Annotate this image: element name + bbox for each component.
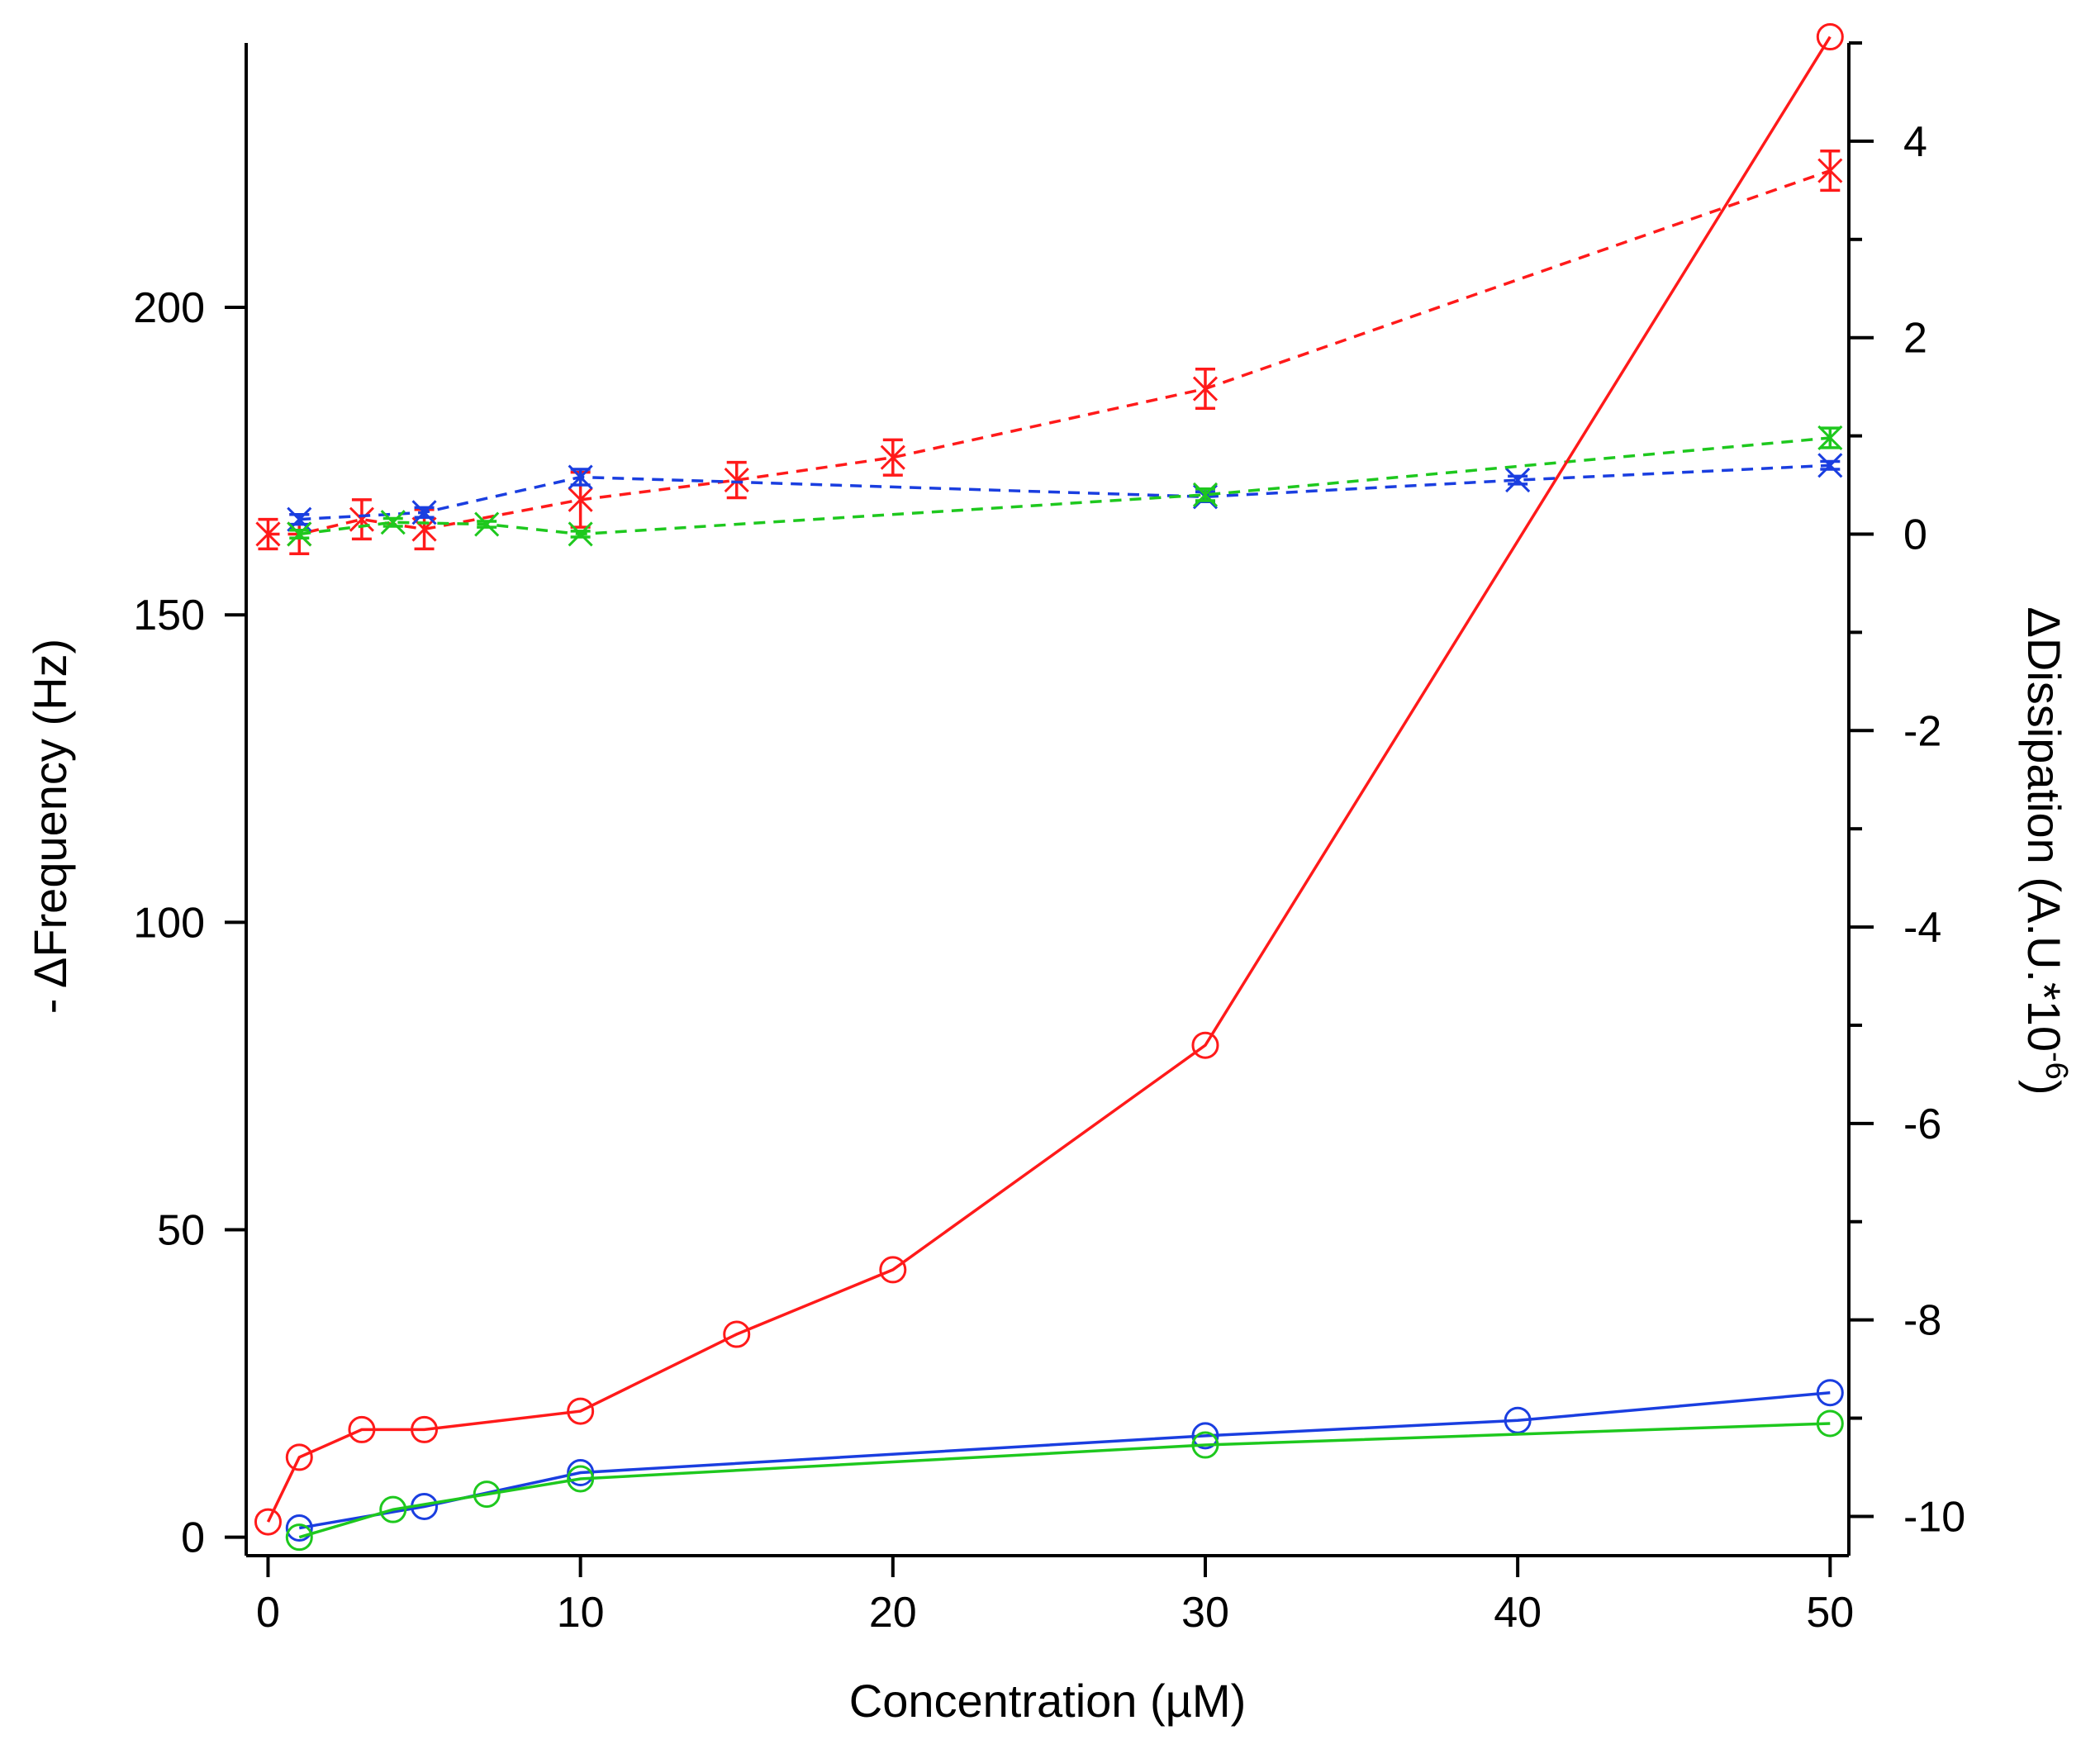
green-dissipation-error-bar [570, 530, 591, 539]
green-dissipation-error-bar [1195, 487, 1215, 502]
blue-dissipation-error-bar [570, 468, 591, 487]
red-frequency-point [285, 1443, 313, 1471]
y-right-axis-title: ΔDissipation (A.U.*10-6) [2018, 607, 2074, 1096]
red-dissipation-error-bar [1820, 150, 1841, 192]
x-tick-label: 50 [1806, 1589, 1854, 1637]
y-right-tick-label: -4 [1903, 904, 1941, 952]
x-axis-title: Concentration (µM) [849, 1675, 1246, 1727]
blue-frequency-point [1816, 1379, 1844, 1407]
red-dissipation-error-bar [882, 438, 903, 477]
blue-frequency-point [1191, 1422, 1219, 1450]
blue-frequency-line [299, 1391, 1831, 1530]
blue-dissipation-error-bar [1508, 474, 1528, 486]
green-frequency-point [567, 1465, 595, 1493]
y-right-tick-label: 2 [1903, 315, 1927, 363]
green-frequency-point [1816, 1409, 1844, 1438]
red-frequency-line [266, 36, 1832, 1523]
y-right-tick-label: -2 [1903, 707, 1941, 755]
y-right-axis-title-close: ) [2018, 1080, 2070, 1096]
x-tick-label: 0 [256, 1589, 280, 1637]
green-frequency-point [379, 1495, 407, 1523]
y-left-tick-label: 200 [133, 284, 205, 332]
x-tick-label: 30 [1181, 1589, 1229, 1637]
blue-dissipation-error-bar [289, 512, 310, 526]
red-dissipation-error-bar [258, 517, 278, 551]
blue-dissipation-error-bar [414, 506, 435, 520]
x-tick-label: 40 [1494, 1589, 1542, 1637]
green-dissipation-line [299, 436, 1831, 536]
y-right-tick-label: 4 [1903, 118, 1927, 166]
y-right-axis-title-main: ΔDissipation (A.U.*10 [2018, 607, 2070, 1053]
y-left-tick-label: 150 [133, 592, 205, 639]
red-frequency-point [254, 1508, 282, 1536]
green-dissipation-error-bar [382, 516, 403, 528]
green-dissipation-error-bar [289, 528, 310, 539]
x-tick-label: 20 [869, 1589, 917, 1637]
y-left-tick-label: 0 [181, 1514, 205, 1562]
y-right-tick-label: -6 [1903, 1100, 1941, 1148]
red-dissipation-line [268, 169, 1831, 536]
red-frequency-point [567, 1397, 595, 1425]
y-left-tick-label: 100 [133, 899, 205, 947]
dissipation-series-layer [255, 150, 1843, 556]
blue-dissipation-error-bar [1820, 459, 1841, 471]
green-frequency-point [285, 1523, 313, 1552]
red-frequency-point [879, 1256, 907, 1284]
green-frequency-point [1191, 1431, 1219, 1459]
green-frequency-line [298, 1422, 1831, 1539]
y-right-tick-label: 0 [1903, 511, 1927, 558]
red-dissipation-error-bar [351, 498, 372, 541]
y-right-tick-label: -10 [1903, 1493, 1965, 1541]
red-frequency-point [723, 1320, 751, 1348]
blue-frequency-point [285, 1514, 313, 1542]
blue-dissipation-line [299, 463, 1831, 521]
x-tick-label: 10 [557, 1589, 605, 1637]
red-frequency-point [1816, 23, 1844, 51]
green-dissipation-error-bar [477, 520, 497, 529]
red-frequency-point [1191, 1031, 1219, 1059]
y-right-tick-label: -8 [1903, 1297, 1941, 1345]
y-left-tick-label: 50 [157, 1207, 205, 1255]
red-frequency-point [411, 1415, 439, 1443]
y-right-axis-title-sup: -6 [2039, 1052, 2074, 1080]
red-dissipation-error-bar [1195, 367, 1215, 411]
red-frequency-point [348, 1415, 376, 1443]
blue-frequency-point [567, 1459, 595, 1487]
axes: 0 10 20 30 40 50 0 50 100 150 200 -10 -8 -6 -4 -2 0 2 4 [133, 41, 1965, 1637]
frequency-series-layer [254, 23, 1844, 1552]
green-dissipation-error-bar [1820, 426, 1841, 449]
red-dissipation-error-bar [726, 460, 747, 500]
y-left-axis-title: - ΔFrequency (Hz) [24, 639, 76, 1014]
green-frequency-point [473, 1480, 501, 1509]
